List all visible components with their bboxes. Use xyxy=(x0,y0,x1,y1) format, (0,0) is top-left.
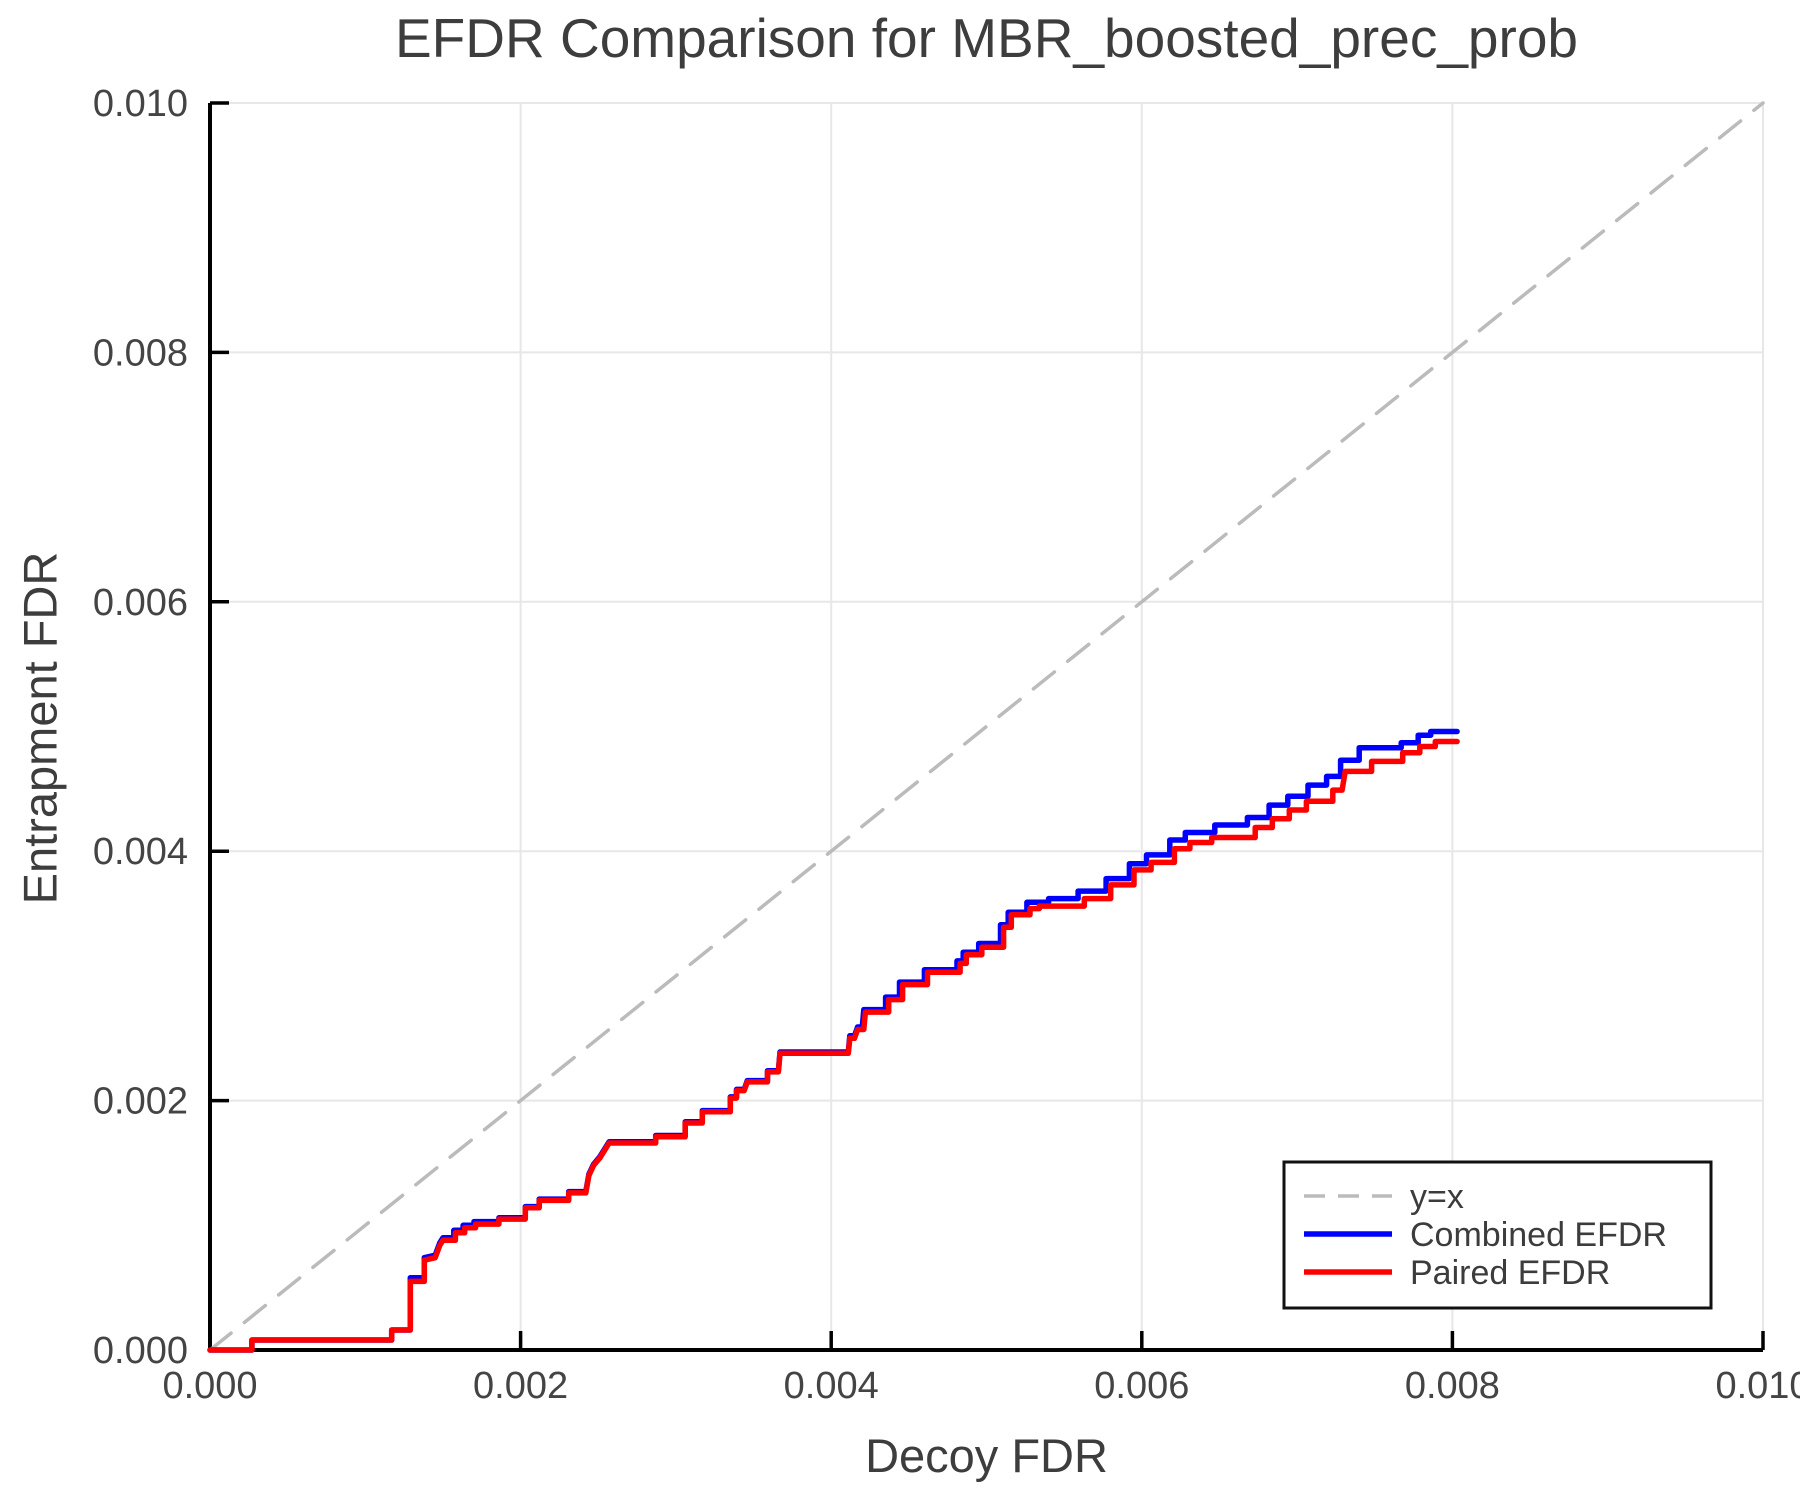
y-tick-label: 0.000 xyxy=(93,1330,188,1372)
y-tick-label: 0.004 xyxy=(93,831,188,873)
series-line-y-x xyxy=(208,101,1765,1352)
y-tick-label: 0.008 xyxy=(93,332,188,374)
x-tick-label: 0.000 xyxy=(162,1365,257,1407)
legend-label: y=x xyxy=(1410,1178,1464,1216)
x-tick-label: 0.002 xyxy=(473,1365,568,1407)
chart-title: EFDR Comparison for MBR_boosted_prec_pro… xyxy=(394,7,1579,69)
x-tick-label: 0.008 xyxy=(1405,1365,1500,1407)
x-axis-title: Decoy FDR xyxy=(865,1429,1108,1482)
x-tick-label: 0.006 xyxy=(1094,1365,1189,1407)
legend-label: Paired EFDR xyxy=(1410,1254,1610,1292)
y-tick-label: 0.010 xyxy=(93,83,188,125)
legend-label: Combined EFDR xyxy=(1410,1216,1667,1254)
y-axis-title: Entrapment FDR xyxy=(13,551,67,905)
series-line-paired-efdr xyxy=(207,738,1460,1353)
y-tick-label: 0.002 xyxy=(93,1081,188,1123)
x-tick-label: 0.004 xyxy=(784,1365,879,1407)
y-tick-label: 0.006 xyxy=(93,582,188,624)
x-tick-label: 0.010 xyxy=(1715,1365,1800,1407)
